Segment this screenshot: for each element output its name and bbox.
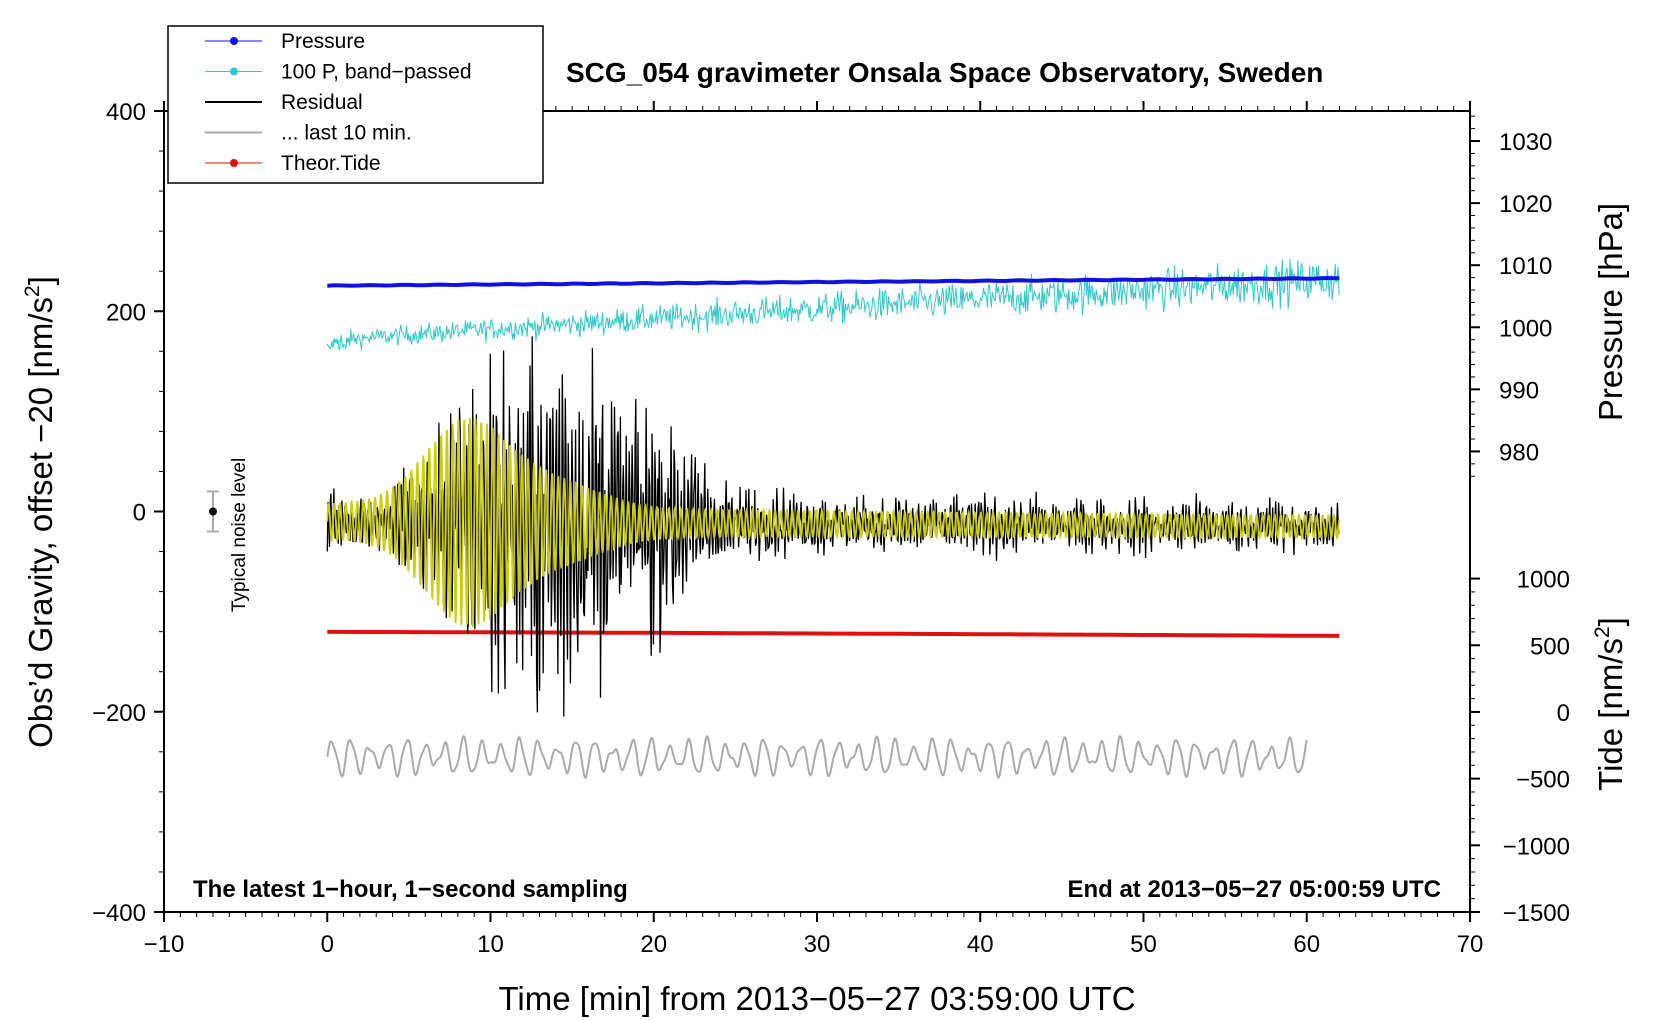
tide-tick-label: −1000 (1503, 833, 1570, 860)
x-tick-label: 50 (1130, 931, 1157, 958)
tide-tick-label: 0 (1557, 700, 1570, 727)
noise-bar-point (208, 507, 217, 516)
tide-axis-title-main: Tide [nm/s (1592, 638, 1629, 791)
tide-tick-label: 500 (1530, 633, 1570, 660)
left-y-axis-title-exponent: 2 (21, 285, 44, 297)
left-note: The latest 1−hour, 1−second sampling (193, 876, 628, 903)
y-tick-label: −200 (92, 700, 146, 727)
x-tick-label: −10 (144, 931, 185, 958)
pressure-tick-label: 1010 (1499, 253, 1552, 280)
pressure-tick-label: 980 (1499, 439, 1539, 466)
noise-bar (206, 490, 219, 533)
x-tick-label: 40 (967, 931, 994, 958)
series-last-10-min (326, 734, 1308, 780)
tide-axis-title-exponent: 2 (1591, 626, 1614, 638)
x-tick-label: 10 (477, 931, 504, 958)
legend-box (167, 25, 544, 184)
x-tick-label: 30 (804, 931, 831, 958)
tide-axis-title: Tide [nm/s2] (1591, 617, 1629, 791)
legend-swatch-dot (230, 159, 238, 167)
pressure-tick-label: 1030 (1499, 129, 1552, 156)
pressure-tick-label: 990 (1499, 377, 1539, 404)
tide-tick-label: −500 (1516, 767, 1570, 794)
legend: Pressure 100 P, band−passed Residual ... la… (167, 25, 544, 184)
left-y-axis-title-close: ] (22, 276, 59, 285)
y-tick-label: 400 (106, 99, 146, 126)
tide-axis-ticks: −1500 −1000 −500 0 500 1000 (1470, 567, 1570, 927)
legend-label: Theor.Tide (281, 152, 381, 175)
legend-label: Residual (281, 91, 363, 114)
tide-axis-title-close: ] (1592, 617, 1629, 626)
series-filtered-residual (326, 417, 1340, 628)
left-y-axis-title-main: Obs’d Gravity, offset −20 [nm/s (22, 297, 59, 748)
pressure-tick-label: 1000 (1499, 315, 1552, 342)
y-tick-label: 200 (106, 299, 146, 326)
x-axis-ticks: −10 0 10 20 30 40 50 60 70 (144, 101, 1484, 958)
legend-label: Pressure (281, 30, 365, 53)
legend-swatch-dot (230, 67, 238, 76)
x-tick-label: 0 (321, 931, 334, 958)
legend-swatch-dot (230, 37, 238, 45)
chart-title: SCG_054 gravimeter Onsala Space Observat… (566, 57, 1323, 88)
y-tick-label: −400 (92, 900, 146, 927)
pressure-tick-label: 1020 (1499, 191, 1552, 218)
legend-entries: Pressure 100 P, band−passed Residual ... la… (205, 30, 472, 175)
noise-label: Typical noise level (229, 458, 250, 612)
pressure-axis-ticks: 980 990 1000 1010 1020 1030 (1470, 115, 1552, 477)
right-note: End at 2013−05−27 05:00:59 UTC (1067, 876, 1441, 903)
x-tick-label: 70 (1457, 931, 1484, 958)
tide-tick-label: 1000 (1517, 567, 1570, 594)
left-y-axis-title: Obs’d Gravity, offset −20 [nm/s2] (21, 276, 59, 748)
series-pressure (327, 276, 1340, 288)
legend-label: ... last 10 min. (281, 122, 412, 145)
x-tick-label: 20 (640, 931, 667, 958)
tide-tick-label: −1500 (1503, 900, 1570, 927)
left-y-axis-ticks: −400 −200 0 200 400 (92, 99, 164, 927)
pressure-axis-title: Pressure [hPa] (1592, 203, 1629, 421)
series-bandpassed-pressure (326, 258, 1340, 351)
y-tick-label: 0 (133, 500, 146, 527)
series-layer (326, 258, 1340, 780)
legend-label: 100 P, band−passed (281, 61, 472, 84)
x-axis-title: Time [min] from 2013−05−27 03:59:00 UTC (498, 980, 1135, 1017)
x-tick-label: 60 (1293, 931, 1320, 958)
